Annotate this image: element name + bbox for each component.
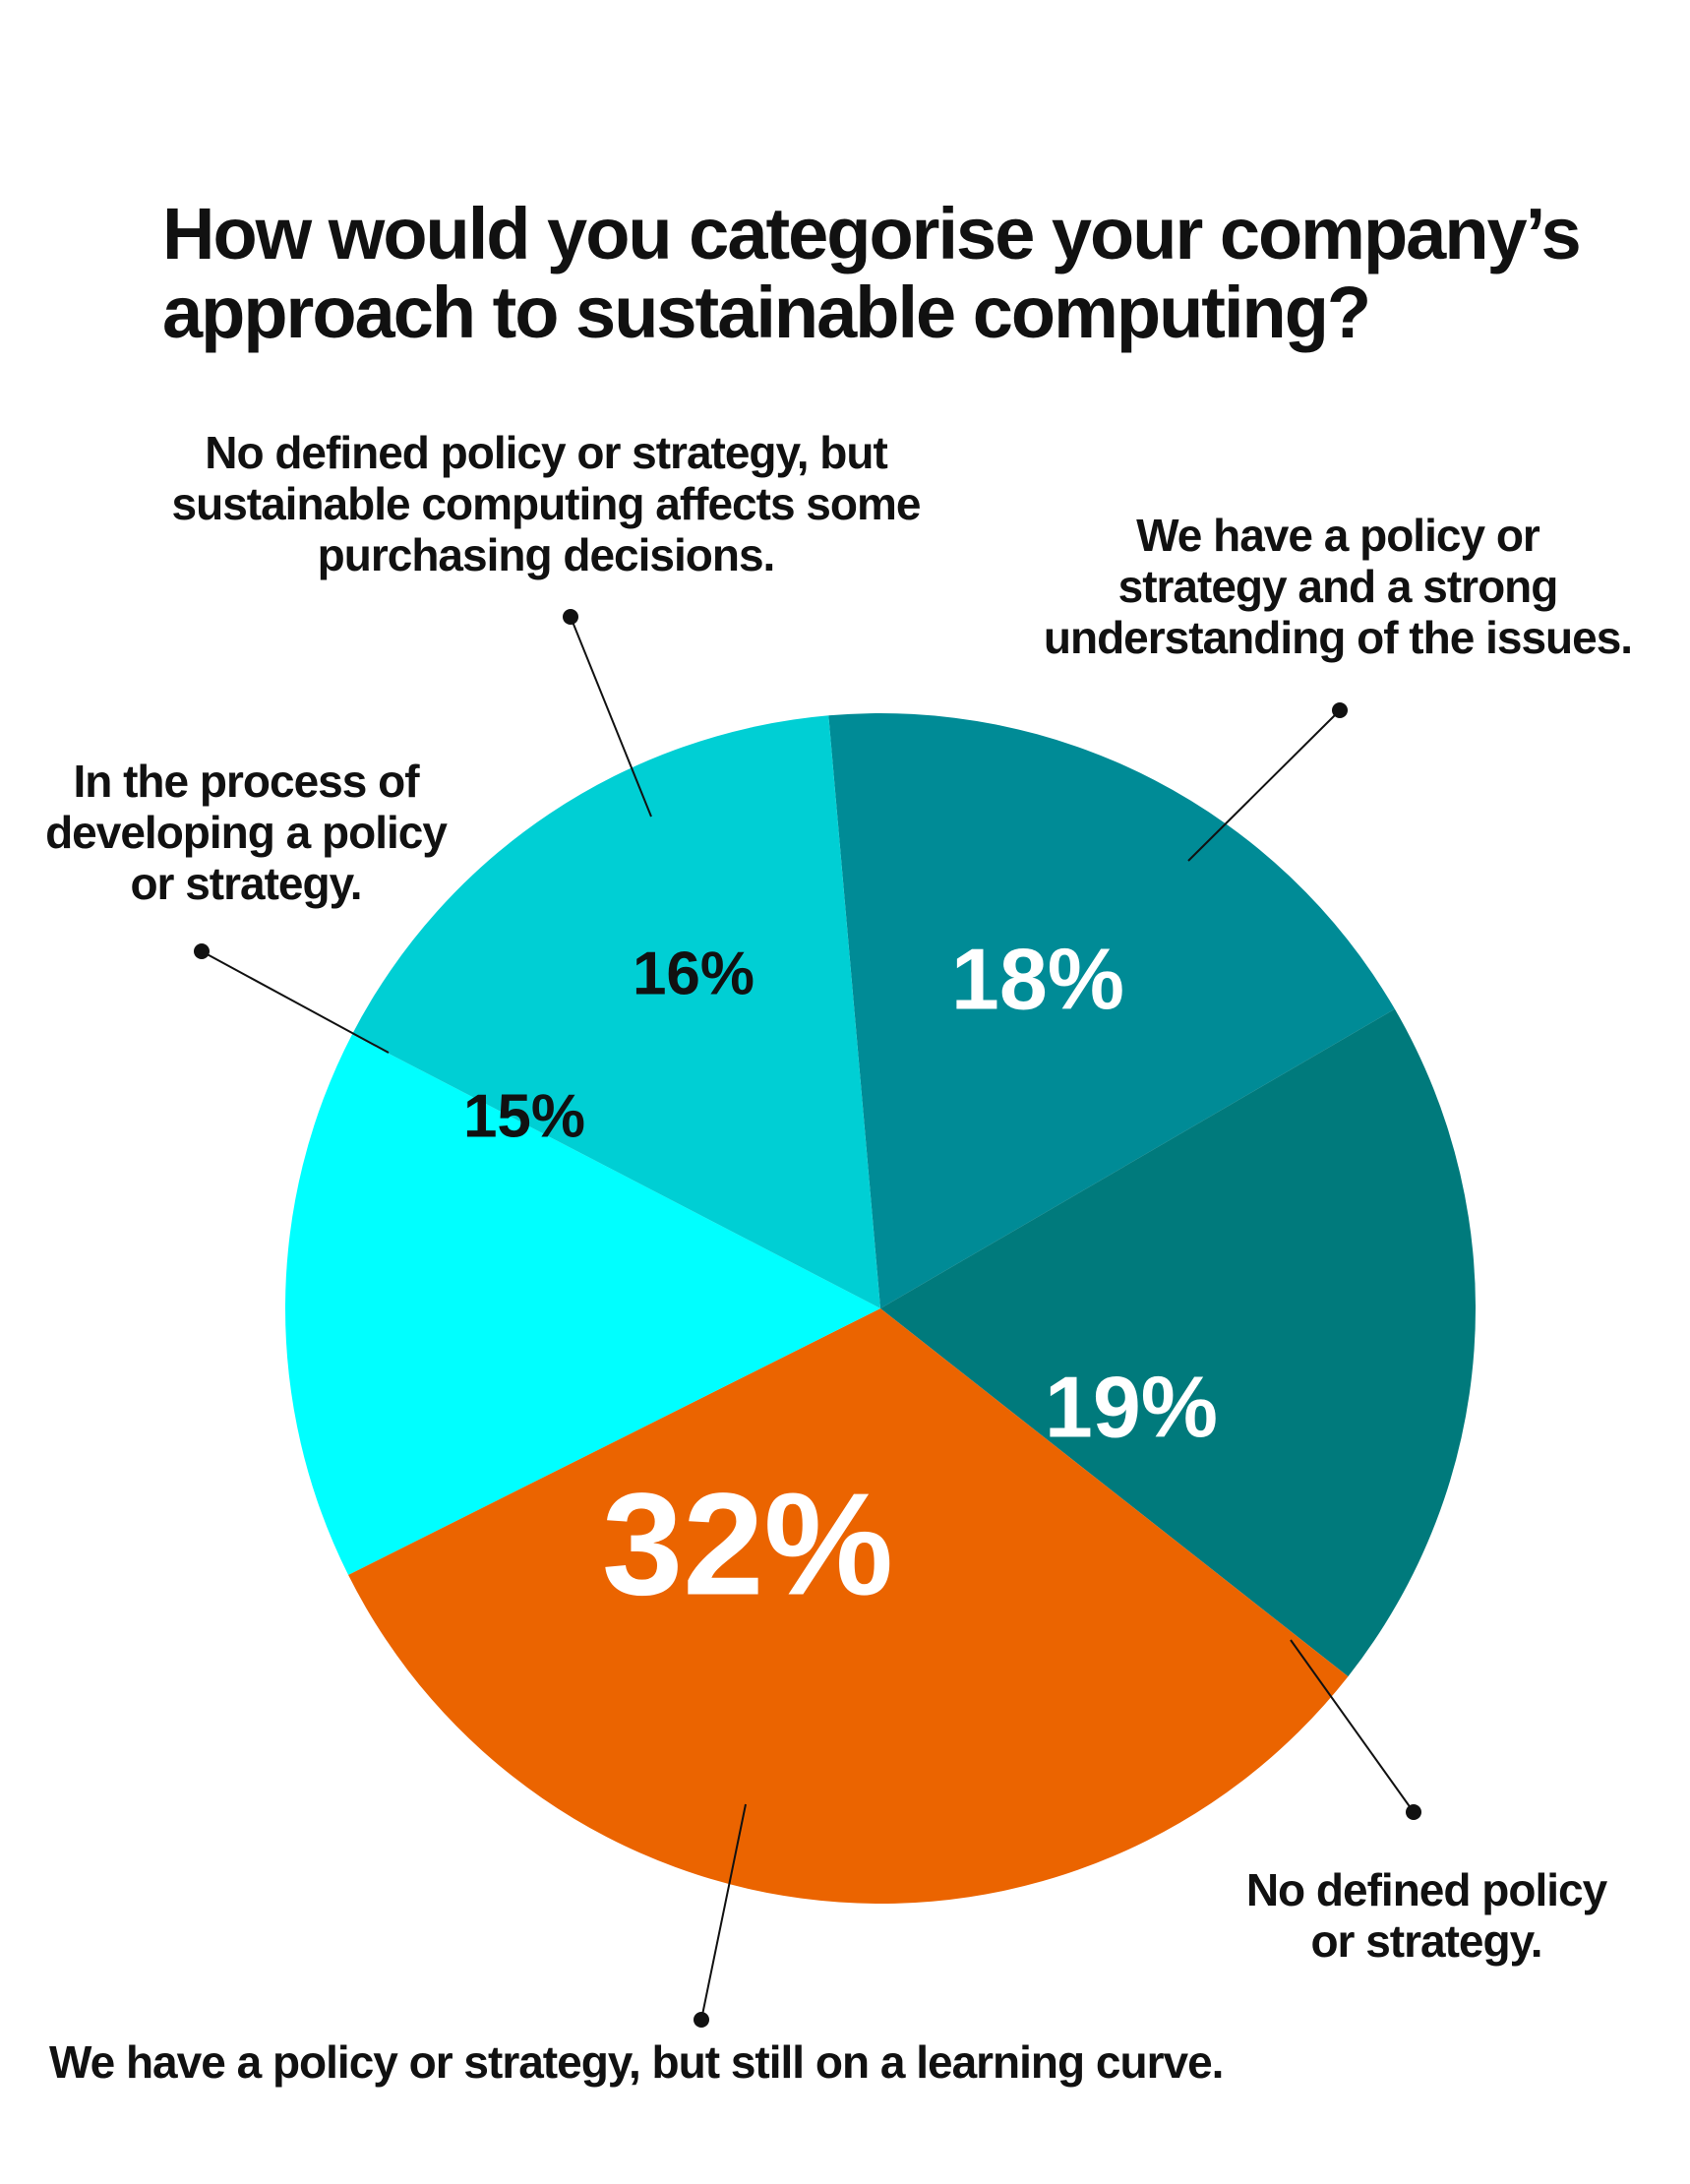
- callout-learning-curve: We have a policy or strategy, but still …: [49, 2036, 1224, 2088]
- leader-line-purchasing-decisions: [570, 616, 652, 818]
- callout-purchasing-decisions: No defined policy or strategy, but susta…: [171, 427, 922, 580]
- pie-slice-no-defined-policy: [880, 1008, 1477, 1677]
- leader-dot-developing-policy: [194, 943, 210, 959]
- leader-line-no-defined-policy: [1290, 1639, 1415, 1813]
- chart-title: How would you categorise your company’s …: [162, 193, 1582, 353]
- callout-developing-policy: In the process of developing a policy or…: [45, 756, 448, 909]
- pie-slice-learning-curve: [348, 1308, 1349, 1904]
- pie-slice-label-developing-policy: 15%: [463, 1083, 585, 1151]
- leader-dot-no-defined-policy: [1406, 1804, 1421, 1820]
- pie-slice-label-purchasing-decisions: 16%: [633, 940, 754, 1008]
- pie-slice-label-no-defined-policy: 19%: [1045, 1359, 1218, 1456]
- leader-dot-purchasing-decisions: [563, 609, 578, 625]
- pie-slice-label-learning-curve: 32%: [602, 1464, 893, 1626]
- pie-slice-developing-policy: [285, 1034, 880, 1575]
- pie-slice-strong-understanding: [828, 712, 1395, 1308]
- leader-dot-learning-curve: [694, 2012, 709, 2028]
- leader-line-developing-policy: [201, 950, 390, 1054]
- pie-slice-label-strong-understanding: 18%: [951, 931, 1124, 1028]
- pie-slice-purchasing-decisions: [351, 715, 880, 1308]
- leader-line-learning-curve: [700, 1803, 747, 2021]
- callout-strong-understanding: We have a policy or strategy and a stron…: [1043, 510, 1633, 663]
- leader-dot-strong-understanding: [1332, 702, 1348, 718]
- leader-line-strong-understanding: [1187, 709, 1341, 862]
- callout-no-defined-policy: No defined policy or strategy.: [1245, 1864, 1607, 1967]
